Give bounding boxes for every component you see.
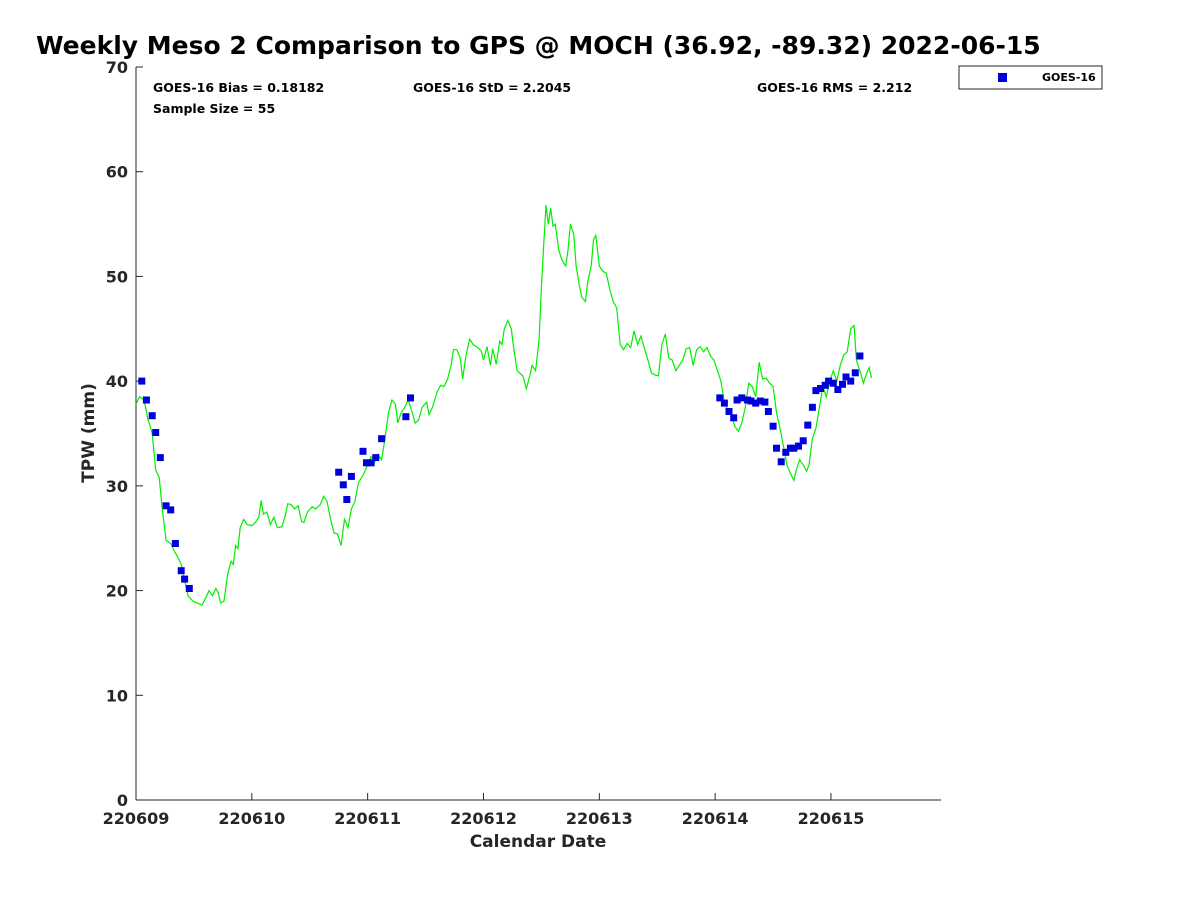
goes16-data-point	[773, 444, 780, 452]
goes16-data-point	[367, 459, 375, 467]
goes16-data-point	[821, 381, 829, 389]
goes16-data-point	[795, 442, 802, 450]
legend-label: GOES-16	[1042, 71, 1096, 84]
goes16-data-point	[725, 408, 733, 415]
goes16-data-point	[171, 540, 179, 547]
goes16-data-point	[842, 373, 850, 381]
goes16-data-point	[756, 397, 764, 405]
goes16-data-point	[142, 396, 150, 404]
goes16-data-point	[148, 412, 156, 420]
goes16-data-point	[181, 575, 189, 583]
rms-stat: GOES-16 RMS = 2.212	[757, 80, 912, 95]
goes16-data-point	[790, 444, 798, 452]
goes16-data-point	[851, 369, 859, 377]
goes16-data-point	[407, 394, 414, 402]
x-axis-label: Calendar Date	[470, 832, 607, 852]
y-tick-label: 60	[106, 163, 128, 182]
goes16-data-point	[177, 567, 185, 575]
y-ticks: 0 10 20 30 40 50 60 70	[106, 58, 143, 810]
goes16-data-point	[764, 408, 772, 415]
goes16-data-point	[402, 413, 410, 421]
x-tick-label: 220612	[450, 809, 517, 828]
y-tick-label: 40	[106, 372, 128, 391]
legend-box	[958, 65, 1103, 90]
goes16-data-point	[167, 506, 175, 514]
goes16-data-point	[777, 458, 785, 466]
goes16-data-point	[343, 496, 351, 503]
goes16-data-point	[156, 454, 164, 462]
plot-area: 0 10 20 30 40 50 60 70 220609 220610 220611 220612…	[103, 58, 941, 828]
x-tick-label: 220609	[103, 809, 170, 828]
goes16-data-point	[152, 429, 160, 436]
goes16-data-point	[720, 399, 728, 407]
goes16-data-point	[839, 380, 846, 388]
series-layer	[135, 205, 873, 606]
x-tick-label: 220614	[682, 809, 749, 828]
goes16-data-point	[363, 459, 370, 467]
x-ticks: 220609 220610 220611 220612 220613 220614 2206…	[103, 793, 865, 828]
goes16-data-point	[817, 385, 824, 392]
goes16-data-point	[799, 437, 807, 445]
goes16-data-point	[808, 403, 816, 411]
goes16-data-point	[378, 435, 386, 443]
std-stat: GOES-16 StD = 2.2045	[413, 80, 571, 95]
goes16-data-point	[782, 448, 790, 456]
goes16-data-point	[752, 399, 760, 407]
goes16-data-point	[761, 398, 769, 406]
goes16-data-point	[847, 377, 855, 385]
y-tick-label: 10	[106, 686, 128, 705]
goes16-data-point	[834, 386, 842, 393]
y-tick-label: 70	[106, 58, 128, 77]
y-tick-label: 30	[106, 477, 128, 496]
goes16-data-point	[372, 454, 380, 462]
sample-size-stat: Sample Size = 55	[153, 101, 275, 116]
chart-title: Weekly Meso 2 Comparison to GPS @ MOCH (…	[36, 31, 1041, 60]
goes16-data-point	[359, 447, 367, 455]
goes16-data-point	[733, 396, 741, 404]
x-tick-label: 220613	[566, 809, 633, 828]
goes16-data-point	[804, 421, 812, 429]
goes16-data-point	[162, 502, 170, 510]
goes16-data-point	[738, 394, 746, 402]
goes16-data-point	[856, 352, 864, 360]
goes16-data-point	[185, 585, 193, 592]
goes16-data-point	[730, 414, 738, 422]
x-tick-label: 220610	[218, 809, 285, 828]
goes16-data-point	[769, 422, 777, 430]
goes16-data-point	[339, 481, 347, 489]
goes16-data-point	[335, 468, 343, 476]
legend-marker	[998, 73, 1007, 82]
x-tick-label: 220615	[798, 809, 865, 828]
goes16-data-point	[812, 387, 820, 395]
goes16-data-point	[747, 397, 755, 405]
y-axis-label: TPW (mm)	[79, 383, 99, 483]
gps-series-line	[135, 205, 873, 606]
y-tick-label: 0	[117, 791, 128, 810]
y-tick-label: 50	[106, 267, 128, 286]
legend: GOES-16	[958, 65, 1103, 90]
goes16-data-point	[825, 377, 833, 385]
x-tick-label: 220611	[334, 809, 401, 828]
goes16-data-point	[829, 379, 837, 387]
goes16-data-point	[716, 394, 724, 402]
goes16-data-point	[138, 377, 146, 385]
y-tick-label: 20	[106, 582, 128, 601]
bias-stat: GOES-16 Bias = 0.18182	[153, 80, 324, 95]
goes16-data-point	[347, 472, 355, 480]
